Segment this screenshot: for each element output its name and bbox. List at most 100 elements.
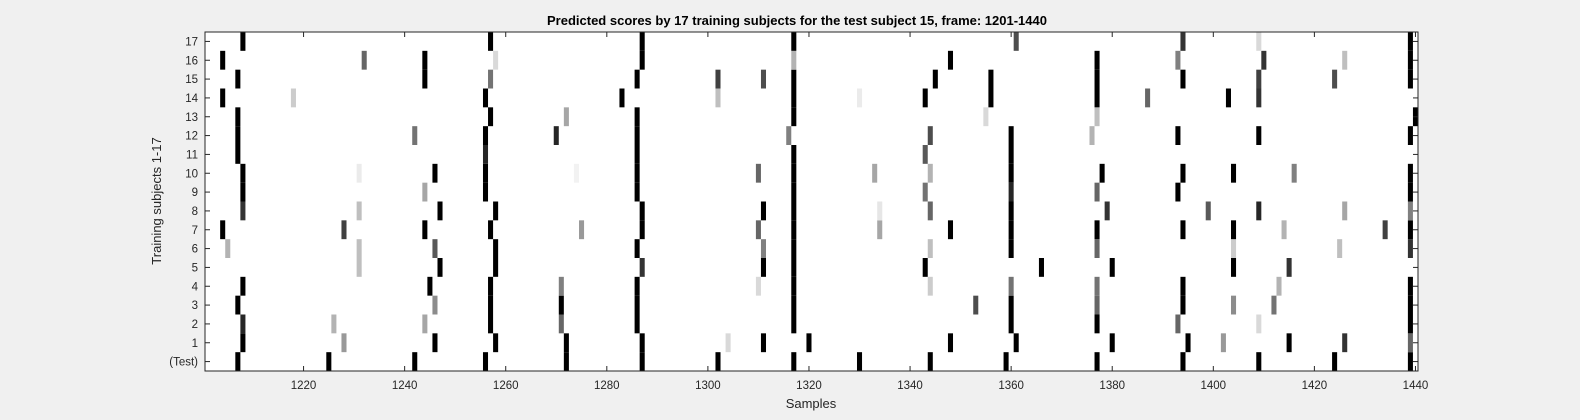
y-axis-label: Training subjects 1-17	[149, 137, 164, 264]
heatmap-cell	[1342, 333, 1348, 353]
heatmap-cell	[639, 352, 645, 371]
heatmap-cell	[1094, 69, 1100, 89]
heatmap-cell	[240, 32, 246, 51]
heatmap-marks	[220, 32, 1418, 371]
heatmap-cell	[1407, 163, 1413, 183]
heatmap-cell	[1286, 333, 1292, 353]
heatmap-cell	[240, 314, 246, 334]
heatmap-cell	[1231, 295, 1237, 315]
heatmap-cell	[1038, 258, 1044, 277]
heatmap-cell	[1094, 295, 1100, 315]
heatmap-cell	[791, 352, 797, 371]
heatmap-cell	[573, 163, 579, 183]
heatmap-cell	[856, 352, 863, 371]
heatmap-cell	[1407, 220, 1413, 240]
heatmap-cell	[1180, 163, 1186, 183]
heatmap-cell	[1407, 314, 1413, 334]
heatmap-cell	[1089, 126, 1095, 145]
heatmap-cell	[482, 88, 489, 108]
heatmap-cell	[1094, 239, 1100, 258]
y-tick-label: 2	[192, 319, 198, 331]
heatmap-cell	[1175, 182, 1181, 202]
y-tick-label: 11	[186, 149, 198, 161]
heatmap-cell	[1180, 276, 1186, 296]
y-tick-label: 7	[192, 225, 198, 237]
y-tick-label: 12	[185, 131, 198, 143]
x-axis-label: Samples	[786, 396, 837, 411]
heatmap-cell	[927, 276, 933, 296]
heatmap-cell	[755, 220, 761, 240]
heatmap-cell	[791, 258, 797, 277]
heatmap-cell	[634, 163, 640, 183]
heatmap-cell	[412, 352, 418, 371]
x-tick-label: 1280	[594, 380, 620, 392]
heatmap-cell	[791, 239, 797, 258]
heatmap-cell	[240, 163, 246, 183]
heatmap-cell	[1342, 50, 1348, 70]
heatmap-cell	[791, 201, 797, 221]
heatmap-cell	[493, 239, 499, 258]
heatmap-cell	[1205, 201, 1211, 221]
x-tick-label: 1260	[493, 380, 519, 392]
heatmap-cell	[877, 201, 883, 221]
heatmap-cell	[715, 69, 721, 89]
heatmap-cell	[1407, 126, 1413, 145]
heatmap-cell	[1094, 352, 1100, 371]
heatmap-cell	[493, 201, 499, 221]
heatmap-cell	[1256, 126, 1262, 145]
plot-area	[205, 32, 1418, 371]
y-tick-label: 9	[192, 187, 198, 199]
heatmap-cell	[634, 239, 640, 258]
heatmap-cell	[639, 220, 645, 240]
y-tick-label: 5	[192, 262, 198, 274]
heatmap-cell	[932, 69, 938, 89]
heatmap-cell	[760, 239, 767, 258]
heatmap-cell	[791, 182, 797, 202]
heatmap-cell	[1008, 182, 1014, 202]
heatmap-cell	[1291, 163, 1297, 183]
heatmap-cell	[1407, 182, 1413, 202]
heatmap-cell	[361, 50, 367, 70]
heatmap-cell	[877, 220, 883, 240]
heatmap-cell	[1407, 50, 1413, 70]
heatmap-cell	[356, 163, 362, 183]
heatmap-cell	[488, 32, 494, 51]
heatmap-cell	[1008, 126, 1014, 145]
heatmap-cell	[579, 220, 585, 240]
heatmap-cell	[725, 333, 731, 353]
heatmap-cell	[639, 333, 645, 353]
heatmap-cell	[1180, 220, 1186, 240]
y-tick-label: 10	[185, 168, 198, 180]
heatmap-cell	[412, 126, 418, 145]
heatmap-cell	[1099, 163, 1105, 183]
y-tick-label: 14	[185, 93, 198, 105]
y-tick-label: 16	[185, 55, 198, 67]
heatmap-cell	[927, 163, 933, 183]
heatmap-cell	[1407, 32, 1413, 51]
heatmap-cell	[1094, 220, 1100, 240]
heatmap-cell	[1013, 32, 1019, 51]
heatmap-cell	[634, 126, 640, 145]
heatmap-cell	[1180, 295, 1186, 315]
heatmap-cell	[1271, 295, 1277, 315]
heatmap-cell	[806, 333, 812, 353]
heatmap-cell	[488, 69, 494, 89]
heatmap-cell	[1256, 352, 1262, 371]
heatmap-cell	[791, 32, 797, 51]
heatmap-cell	[639, 50, 645, 70]
heatmap-cell	[1180, 32, 1186, 51]
heatmap-cell	[715, 88, 721, 108]
heatmap-cell	[1180, 352, 1186, 371]
heatmap-cell	[220, 88, 226, 108]
heatmap-cell	[422, 69, 428, 89]
heatmap-cell	[356, 239, 362, 258]
y-tick-label: 6	[192, 244, 198, 256]
heatmap-cell	[1256, 69, 1262, 89]
y-tick-label: 15	[185, 74, 198, 86]
heatmap-cell	[634, 182, 640, 202]
heatmap-cell	[634, 107, 640, 127]
heatmap-cell	[1008, 145, 1014, 164]
heatmap-cell	[988, 69, 994, 89]
heatmap-cell	[1256, 314, 1262, 334]
heatmap-cell	[1231, 220, 1237, 240]
